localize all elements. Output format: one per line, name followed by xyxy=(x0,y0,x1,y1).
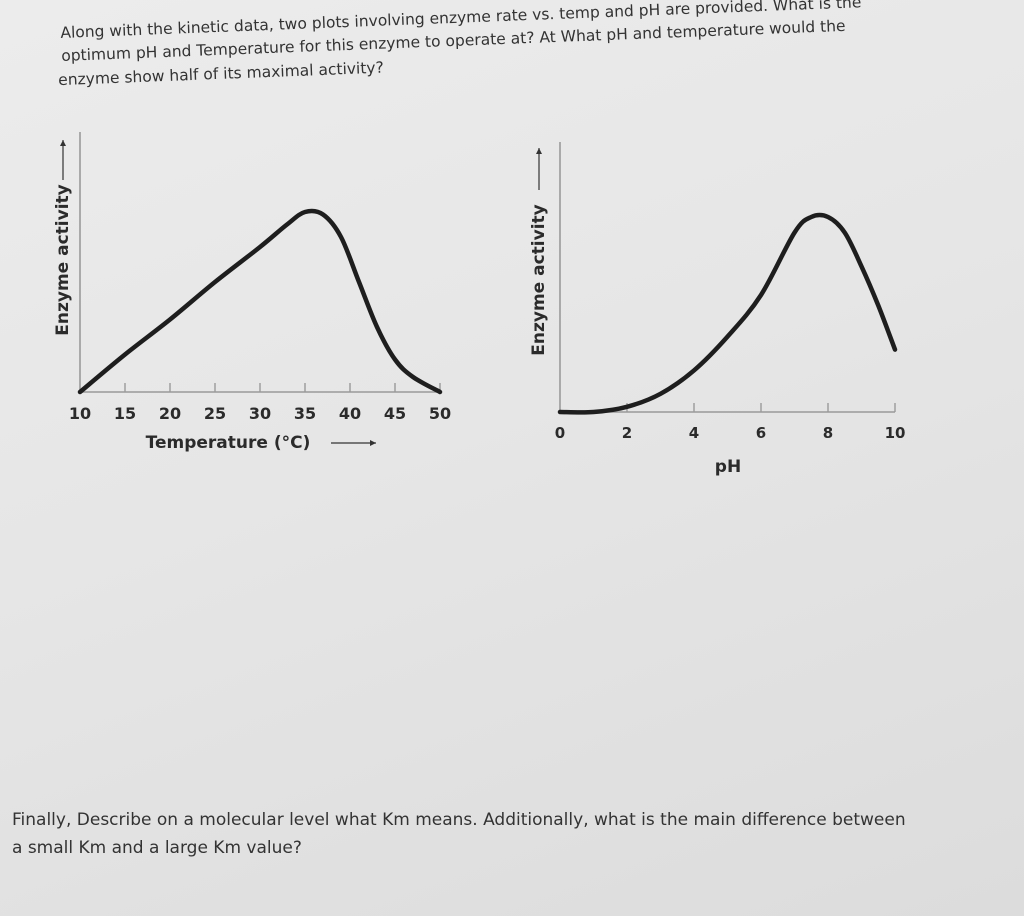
ph-y-arrow-head xyxy=(536,148,542,154)
ph-tick-label-8: 8 xyxy=(823,424,833,442)
temperature-activity-chart: 10 15 20 25 30 35 40 45 50 Temperature (°C) Enzyme… xyxy=(53,132,451,453)
temp-tick-label-40: 40 xyxy=(339,404,361,423)
ph-y-axis-label: Enzyme activity xyxy=(529,204,549,355)
temp-tick-label-20: 20 xyxy=(159,404,181,423)
temp-y-arrow-head xyxy=(60,140,66,146)
ph-tick-label-10: 10 xyxy=(885,424,906,442)
temp-tick-label-45: 45 xyxy=(384,404,406,423)
question-text: Along with the kinetic data, two plots i… xyxy=(58,0,942,92)
temp-tick-label-50: 50 xyxy=(429,404,451,423)
temp-x-arrow-head xyxy=(370,440,376,446)
temp-tick-label-15: 15 xyxy=(114,404,136,423)
ph-tick-label-0: 0 xyxy=(555,424,565,442)
temp-y-axis-label: Enzyme activity xyxy=(53,184,73,335)
ph-x-axis-label: pH xyxy=(715,457,741,477)
km-question-line-1: Finally, Describe on a molecular level w… xyxy=(12,810,906,830)
ph-tick-label-2: 2 xyxy=(622,424,632,442)
temp-tick-label-10: 10 xyxy=(69,404,91,423)
ph-activity-chart: 0 2 4 6 8 10 pH Enzyme activity xyxy=(529,142,906,477)
km-question-line-2: a small Km and a large Km value? xyxy=(12,838,302,859)
ph-series-line xyxy=(557,212,898,415)
temp-tick-label-25: 25 xyxy=(204,404,226,423)
km-question: Finally, Describe on a molecular level w… xyxy=(12,806,1002,862)
temp-x-axis-label: Temperature (°C) xyxy=(146,433,311,453)
temp-tick-label-35: 35 xyxy=(294,404,316,423)
temp-series-line xyxy=(77,208,443,395)
ph-tick-label-4: 4 xyxy=(689,424,699,442)
temp-tick-label-30: 30 xyxy=(249,404,271,423)
ph-tick-label-6: 6 xyxy=(756,424,766,442)
